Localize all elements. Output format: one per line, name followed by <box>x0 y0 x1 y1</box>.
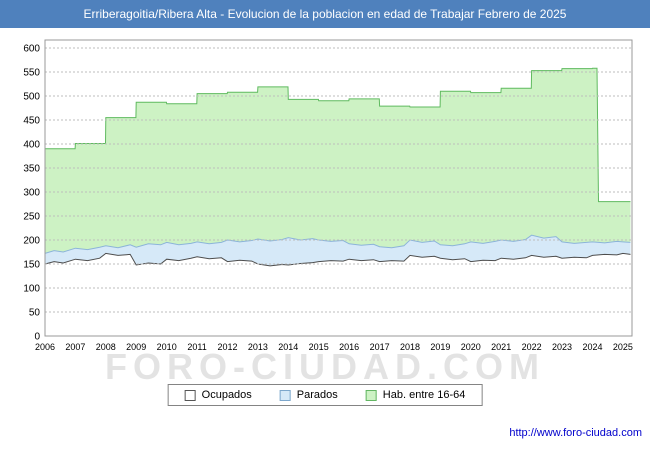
foro-ciudad-link[interactable]: http://www.foro-ciudad.com <box>509 427 642 439</box>
x-tick-label: 2023 <box>552 342 572 352</box>
chart-legend: Ocupados Parados Hab. entre 16-64 <box>167 384 483 406</box>
population-area-chart: 0 50 100 150 200 250 300 350 400 450 500 550 600 2006… <box>23 39 633 352</box>
y-tick-label: 150 <box>23 260 40 271</box>
x-tick-label: 2014 <box>278 342 298 352</box>
x-tick-label: 2022 <box>522 342 542 352</box>
x-tick-label: 2017 <box>370 342 390 352</box>
x-tick-label: 2025 <box>613 342 633 352</box>
x-tick-label: 2018 <box>400 342 420 352</box>
x-tick-label: 2010 <box>157 342 177 352</box>
chart-title: Erriberagoitia/Ribera Alta - Evolucion d… <box>0 0 650 28</box>
x-tick-label: 2015 <box>309 342 329 352</box>
watermark: FORO-CIUDAD.COM <box>105 346 545 387</box>
y-tick-label: 600 <box>23 44 40 55</box>
y-tick-label: 0 <box>34 332 40 343</box>
x-tick-label: 2008 <box>96 342 116 352</box>
legend-label-ocupados: Ocupados <box>201 389 252 401</box>
line-ocupados <box>44 252 631 267</box>
legend-label-parados: Parados <box>296 389 338 401</box>
x-tick-label: 2013 <box>248 342 268 352</box>
x-tick-label: 2020 <box>461 342 481 352</box>
line-hab-entre-16-64 <box>45 67 631 203</box>
x-tick-label: 2009 <box>126 342 146 352</box>
legend-item-parados: Parados <box>279 389 338 401</box>
y-tick-label: 550 <box>23 68 40 79</box>
ocupados-swatch <box>184 389 196 401</box>
area-ocupados <box>45 253 631 336</box>
y-tick-label: 250 <box>23 212 40 223</box>
hab-16-64-swatch <box>365 389 377 401</box>
y-tick-label: 200 <box>23 236 40 247</box>
y-tick-label: 500 <box>23 92 40 103</box>
x-tick-label: 2007 <box>65 342 85 352</box>
legend-item-hab-16-64: Hab. entre 16-64 <box>365 389 466 401</box>
y-tick-label: 400 <box>23 140 40 151</box>
plot-border <box>44 39 633 337</box>
x-tick-label: 2021 <box>491 342 511 352</box>
x-tick-label: 2006 <box>35 342 55 352</box>
x-tick-label: 2012 <box>217 342 237 352</box>
y-tick-label: 350 <box>23 164 40 175</box>
x-tick-label: 2024 <box>582 342 602 352</box>
x-tick-label: 2016 <box>339 342 359 352</box>
x-tick-label: 2019 <box>430 342 450 352</box>
footer: http://www.foro-ciudad.com <box>509 427 642 439</box>
y-tick-label: 50 <box>29 308 41 319</box>
x-tick-label: 2011 <box>187 342 206 352</box>
y-tick-label: 450 <box>23 116 40 127</box>
legend-label-hab-16-64: Hab. entre 16-64 <box>382 389 466 401</box>
legend-item-ocupados: Ocupados <box>184 389 252 401</box>
y-tick-label: 300 <box>23 188 40 199</box>
line-parados <box>44 234 631 254</box>
parados-swatch <box>279 389 291 401</box>
y-tick-label: 100 <box>23 284 40 295</box>
